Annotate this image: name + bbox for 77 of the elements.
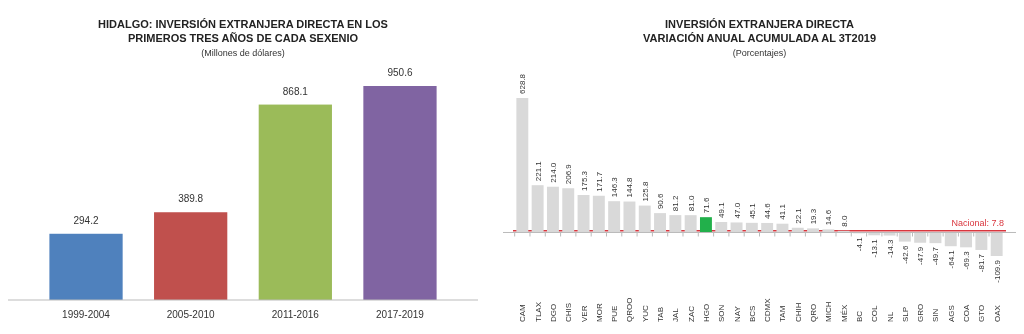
- chart-subtitle: (Porcentajes): [732, 48, 787, 58]
- x-tick-label: SIN: [931, 308, 941, 322]
- data-label: -4.1: [854, 236, 864, 252]
- data-label: 950.6: [387, 67, 413, 78]
- x-tick-label: COL: [870, 305, 880, 322]
- data-label: 8.0: [839, 215, 849, 227]
- chart-subtitle: (Millones de dólares): [201, 48, 285, 58]
- data-label: 19.3: [809, 208, 819, 225]
- ref-line-label: Nacional: 7.8: [951, 217, 1004, 228]
- x-tick-label: DGO: [548, 303, 558, 322]
- data-label: -13.1: [870, 238, 880, 258]
- data-label: 81.0: [686, 195, 696, 212]
- x-tick-label: MOR: [594, 303, 604, 322]
- x-tick-label: 2011-2016: [271, 309, 320, 320]
- x-tick-label: 1999-2004: [62, 309, 111, 320]
- data-label: 868.1: [282, 85, 309, 97]
- data-label: 175.3: [579, 170, 589, 191]
- x-tick-label: MICH: [824, 301, 834, 322]
- x-tick-label: COA: [962, 304, 972, 322]
- x-tick-label: NAY: [732, 305, 742, 322]
- data-label: 144.8: [625, 176, 635, 198]
- data-label: 14.6: [824, 209, 834, 226]
- data-label: -81.7: [977, 253, 987, 273]
- data-label: 41.1: [778, 203, 788, 220]
- data-label: -14.3: [885, 239, 895, 258]
- x-tick-label: QROO: [625, 297, 635, 322]
- x-tick-label: BCS: [747, 305, 757, 322]
- x-tick-label: VER: [579, 305, 589, 322]
- data-label: 389.8: [178, 193, 204, 205]
- data-label: 49.1: [717, 201, 727, 218]
- data-label: 22.1: [793, 207, 803, 224]
- x-tick-label: SON: [717, 304, 727, 322]
- x-tick-label: TAM: [778, 305, 788, 322]
- data-label: 44.6: [763, 202, 773, 219]
- data-label: -47.9: [916, 246, 926, 265]
- x-tick-label: CHIH: [793, 302, 803, 322]
- chart-title: HIDALGO: INVERSIÓN EXTRANJERA DIRECTA EN LOS PRIMEROS TRES AÑOS DE CADA SEXENIO: [98, 18, 388, 44]
- data-label: 125.8: [640, 181, 650, 202]
- x-tick-label: BC: [854, 310, 864, 322]
- data-label: 221.1: [533, 160, 543, 182]
- x-tick-label: OAX: [992, 304, 1002, 322]
- x-tick-label: NL: [885, 311, 895, 322]
- x-tick-label: GTO: [977, 304, 987, 322]
- x-tick-label: TAB: [656, 307, 666, 322]
- data-label: -42.6: [900, 245, 910, 264]
- x-tick-label: QRO: [809, 303, 819, 322]
- data-label: 214.0: [548, 162, 558, 183]
- x-tick-label: SLP: [900, 306, 910, 322]
- x-tick-label: CAM: [518, 303, 528, 322]
- x-tick-label: AGS: [946, 305, 956, 322]
- data-label: 146.3: [610, 176, 620, 198]
- data-label: 206.9: [564, 163, 574, 185]
- x-tick-label: MÉX: [839, 304, 849, 322]
- x-tick-label: YUC: [640, 304, 650, 322]
- data-label: 45.1: [747, 202, 757, 219]
- x-tick-label: PUE: [610, 305, 620, 322]
- x-tick-label: CDMX: [763, 297, 773, 322]
- data-label: 628.8: [518, 73, 528, 94]
- x-tick-label: 2017-2019: [376, 309, 425, 320]
- x-tick-label: JAL: [671, 307, 681, 322]
- x-tick-label: 2005-2010: [166, 309, 216, 320]
- data-label: -109.9: [992, 259, 1002, 283]
- x-tick-label: TLAX: [533, 301, 543, 322]
- x-tick-label: GRO: [916, 303, 926, 322]
- data-label: 47.0: [732, 202, 742, 219]
- data-label: 90.6: [656, 192, 666, 210]
- x-tick-label: CHIS: [564, 302, 574, 322]
- chart-title: INVERSIÓN EXTRANJERA DIRECTA VARIACIÓN ANUAL ACUMULADA AL 3T2019: [642, 18, 877, 44]
- data-label: -49.7: [931, 246, 941, 266]
- data-label: 81.2: [671, 195, 681, 212]
- x-tick-label: HGO: [701, 303, 711, 322]
- data-label: 294.2: [73, 214, 99, 226]
- data-label: -69.3: [962, 250, 972, 270]
- data-label: 71.6: [701, 197, 711, 214]
- x-tick-label: ZAC: [686, 305, 696, 322]
- data-label: 171.7: [594, 171, 604, 192]
- data-label: -64.1: [946, 249, 956, 269]
